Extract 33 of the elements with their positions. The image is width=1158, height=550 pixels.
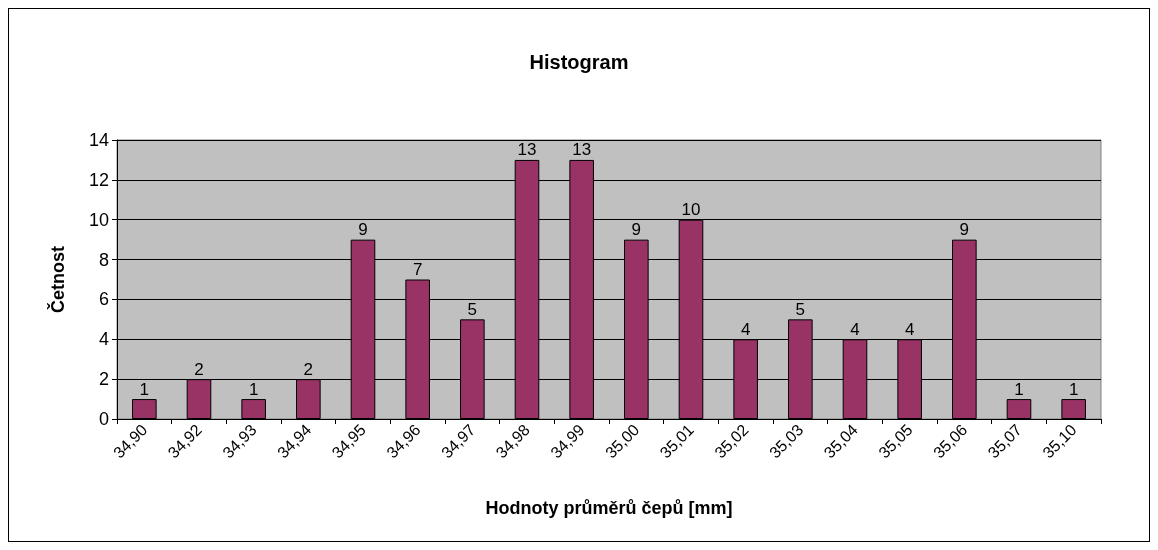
bar [132, 399, 157, 419]
data-label: 9 [358, 220, 368, 240]
data-label: 9 [631, 220, 642, 240]
data-label: 1 [248, 379, 259, 399]
x-axis-title: Hodnoty průměrů čepů [mm] [485, 498, 733, 518]
data-label: 9 [959, 220, 970, 240]
data-label: 13 [517, 140, 537, 160]
data-label: 10 [681, 200, 701, 220]
data-label: 4 [904, 319, 915, 339]
data-label: 5 [467, 299, 478, 319]
y-tick-label: 4 [98, 329, 109, 350]
data-label: 7 [412, 260, 423, 279]
data-label: 4 [850, 319, 860, 339]
y-tick-label: 8 [98, 249, 109, 270]
y-tick-label: 2 [98, 369, 109, 390]
data-label: 2 [194, 359, 204, 379]
bar [241, 399, 266, 419]
data-label: 2 [303, 359, 314, 379]
y-tick-label: 12 [88, 169, 109, 190]
y-tick-label: 6 [98, 289, 109, 310]
chart-title: Histogram [529, 51, 629, 73]
data-label: 4 [740, 319, 751, 339]
data-label: 13 [572, 140, 592, 160]
y-tick-label: 10 [88, 209, 109, 230]
data-label: 1 [1068, 379, 1079, 399]
data-label: 1 [1014, 379, 1024, 399]
y-axis-title: Četnost [47, 246, 68, 313]
y-tick-label: 14 [88, 130, 109, 150]
data-label: 1 [139, 379, 150, 399]
bar [1006, 399, 1032, 419]
y-tick-label: 0 [98, 409, 109, 429]
data-label: 5 [795, 299, 806, 319]
bar [1061, 399, 1086, 419]
